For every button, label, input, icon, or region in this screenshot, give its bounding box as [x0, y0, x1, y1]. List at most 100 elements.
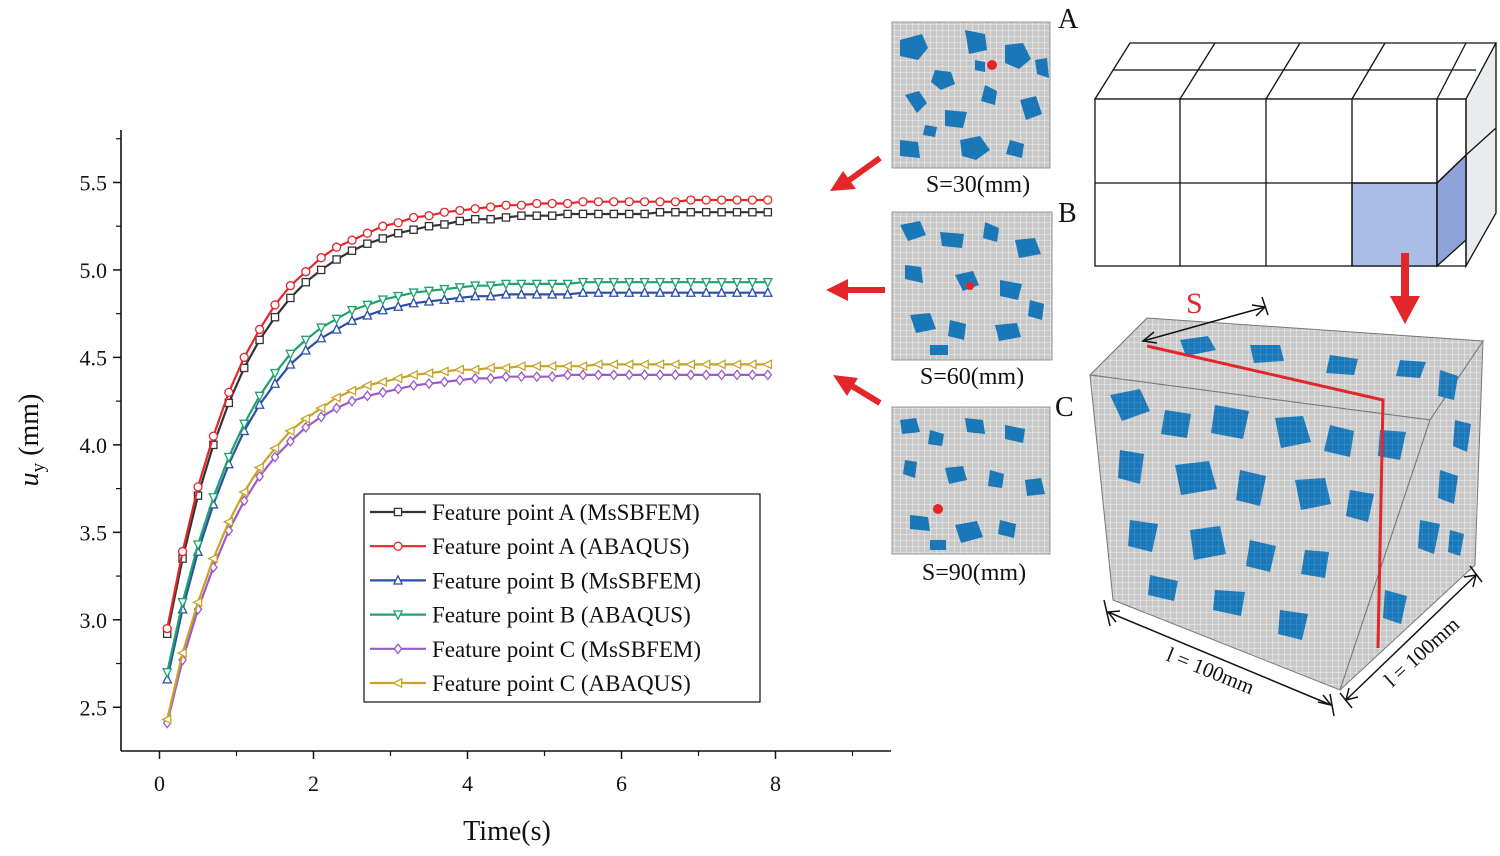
y-ticks: 2.5 3.0 3.5 4.0 4.5 5.0 5.5: [80, 138, 121, 720]
data-point: [577, 286, 589, 297]
series-layer: [161, 195, 773, 729]
data-point: [253, 462, 264, 473]
arrow-c-icon: [833, 375, 882, 406]
data-point: [517, 211, 526, 220]
data-point: [499, 362, 511, 374]
data-point: [763, 207, 773, 217]
series-2: [162, 195, 773, 634]
data-point: [748, 207, 757, 217]
data-point: [530, 361, 542, 372]
legend-item: Feature point A (ABAQUS): [370, 534, 689, 559]
data-point: [423, 286, 435, 297]
data-point: [440, 220, 449, 229]
data-point: [176, 647, 187, 659]
data-point: [316, 332, 327, 343]
data-point: [547, 279, 558, 290]
data-point: [486, 372, 496, 385]
dimension-s: [1141, 296, 1269, 344]
data-point: [531, 279, 542, 290]
aggregates-b: [900, 221, 1044, 355]
data-point: [761, 359, 773, 370]
data-point: [701, 207, 711, 217]
data-point: [762, 277, 773, 289]
cube-side-face: [1339, 339, 1484, 691]
legend: Feature point A (MsSBFEM) Feature point A…: [363, 493, 761, 703]
data-point: [424, 211, 434, 221]
data-point: [747, 277, 758, 289]
data-point: [686, 207, 696, 217]
data-point: [193, 491, 203, 500]
data-point: [654, 277, 666, 289]
series-line: [166, 198, 768, 629]
legend-marker: [392, 610, 404, 621]
data-point: [376, 376, 388, 388]
data-point: [393, 300, 404, 311]
data-point: [500, 279, 512, 290]
arrow-b-icon: [826, 279, 885, 301]
data-point: [592, 359, 603, 370]
data-point: [377, 304, 388, 315]
y-tick-label: 5.5: [80, 170, 108, 195]
data-point: [532, 211, 542, 220]
data-point: [422, 368, 434, 379]
data-point: [162, 623, 172, 634]
data-point: [500, 288, 512, 299]
data-point: [470, 204, 480, 214]
y-tick-label: 3.0: [80, 608, 108, 633]
arrow-down-icon: [1390, 253, 1420, 324]
feature-point-c: [933, 504, 943, 514]
data-point: [531, 288, 542, 299]
dimension-front: [1103, 599, 1335, 717]
data-point: [223, 452, 234, 464]
data-point: [316, 411, 326, 423]
data-point: [239, 419, 250, 430]
aggregates-a: [900, 30, 1049, 160]
data-point: [332, 402, 342, 414]
data-point: [362, 228, 373, 238]
data-point: [254, 398, 265, 409]
data-point: [547, 288, 558, 299]
data-point: [485, 281, 496, 292]
data-point: [701, 195, 711, 205]
data-point: [686, 195, 696, 205]
legend-label: Feature point C (MsSBFEM): [432, 637, 701, 662]
legend-marker: [391, 677, 403, 689]
data-point: [717, 207, 726, 217]
line-chart: 0 2 4 6 8 2.5 3.0 3.5 4.0 4.5 5.0 5.5 Time(s) uy (…: [14, 130, 891, 847]
data-point: [763, 369, 773, 381]
y-axis-title-main: u: [14, 472, 45, 486]
data-point: [470, 281, 481, 292]
data-point: [716, 277, 727, 289]
data-point: [301, 267, 311, 277]
data-point: [378, 221, 388, 231]
series-1: [162, 207, 773, 639]
data-point: [655, 369, 665, 381]
data-point: [255, 335, 264, 345]
data-point: [655, 207, 665, 217]
data-point: [730, 359, 742, 370]
data-point: [409, 225, 418, 234]
data-point: [639, 197, 650, 207]
legend-box: [363, 493, 761, 703]
data-point: [516, 370, 526, 383]
series-line: [166, 373, 768, 724]
data-point: [608, 277, 619, 289]
section-panel-b: B S=60(mm): [891, 198, 1077, 390]
data-point: [162, 673, 173, 684]
data-point: [671, 207, 680, 217]
data-point: [455, 374, 465, 386]
y-tick-label: 4.0: [80, 433, 108, 458]
data-point: [285, 349, 296, 360]
data-point: [162, 668, 173, 679]
legend-item: Feature point B (MsSBFEM): [370, 568, 701, 593]
data-point: [192, 540, 204, 551]
data-point: [469, 364, 480, 375]
series-line: [166, 363, 768, 720]
data-point: [747, 369, 757, 381]
data-point: [638, 359, 649, 370]
data-point: [485, 202, 496, 212]
data-point: [408, 288, 419, 299]
data-point: [454, 283, 465, 294]
data-point: [562, 279, 573, 290]
data-point: [254, 391, 265, 402]
